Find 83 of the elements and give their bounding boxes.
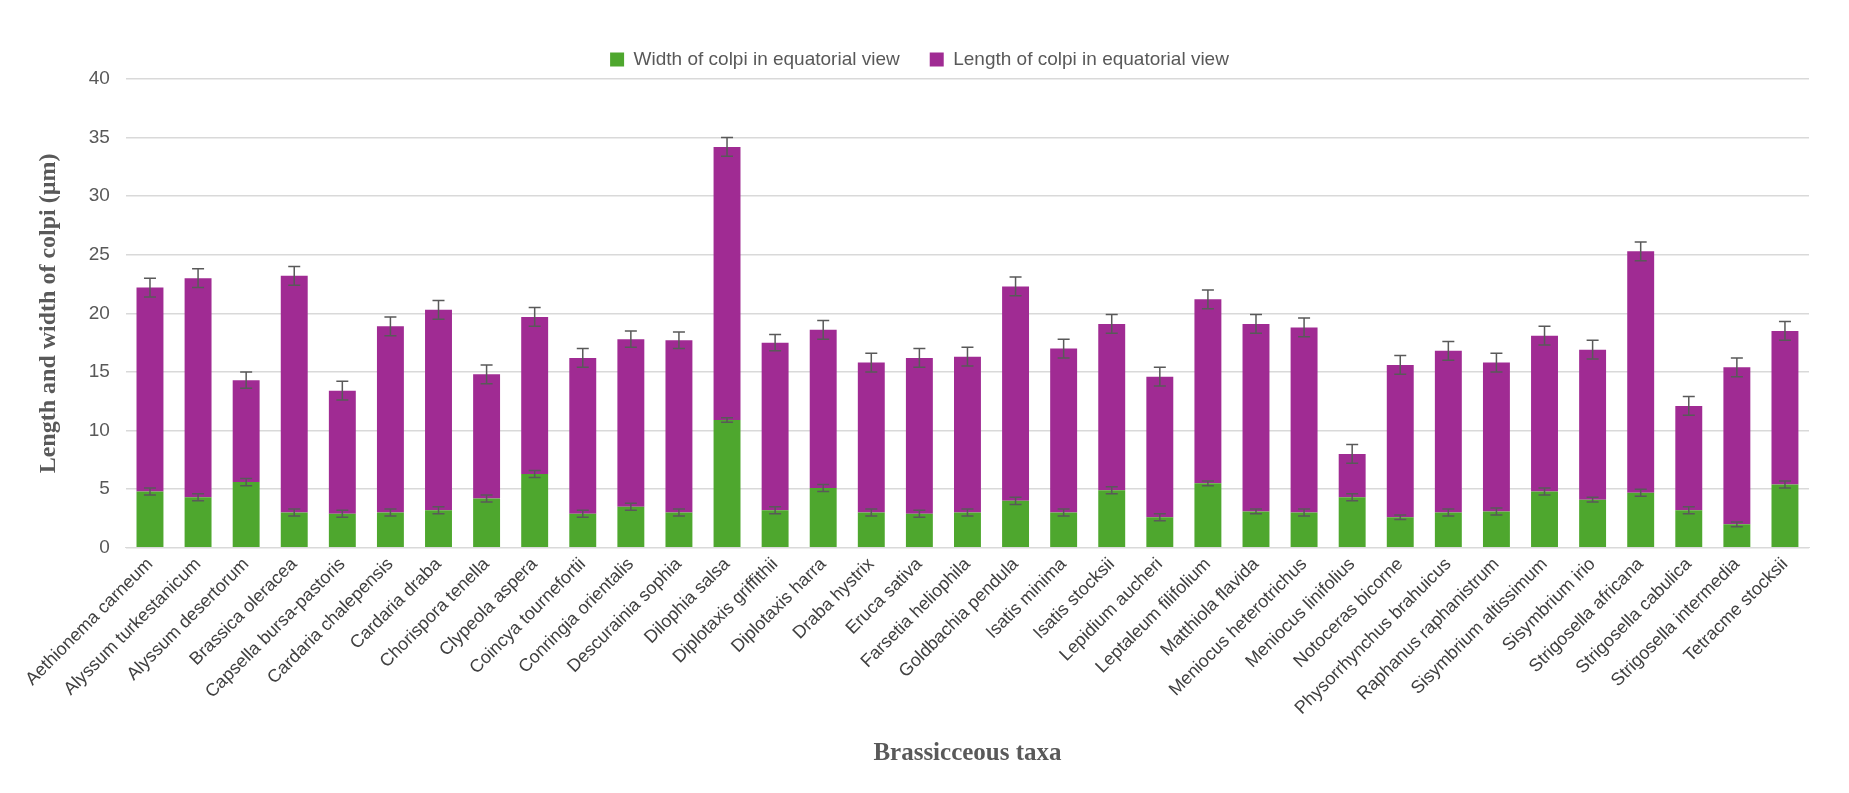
bar <box>1675 405 1703 511</box>
y-axis-title: Length and width of colpi (µm) <box>33 153 60 474</box>
bar <box>1290 327 1318 513</box>
bar <box>376 326 404 513</box>
y-tick-label: 10 <box>88 418 110 440</box>
bar <box>954 356 981 513</box>
bar <box>569 513 597 547</box>
bar <box>1627 251 1655 493</box>
bar <box>1579 349 1607 500</box>
bar <box>1146 376 1174 518</box>
bar <box>761 510 789 547</box>
bar <box>376 512 404 547</box>
y-tick-label: 40 <box>88 67 110 89</box>
bar <box>328 390 356 514</box>
bar <box>1194 483 1222 547</box>
bar <box>232 380 260 483</box>
bar <box>761 342 789 511</box>
y-tick-label: 35 <box>88 125 110 147</box>
legend-label: Width of colpi in equatorial view <box>633 47 901 69</box>
bar <box>713 420 741 547</box>
bar <box>809 329 837 488</box>
bar <box>1482 511 1510 547</box>
bar <box>617 339 645 507</box>
bar <box>1386 517 1414 547</box>
bar <box>1002 500 1030 547</box>
bar <box>1723 524 1751 547</box>
bar <box>1771 484 1799 547</box>
bar <box>857 512 885 547</box>
bar <box>713 146 741 421</box>
bar <box>1338 497 1366 547</box>
bar <box>521 473 549 547</box>
bar <box>1771 330 1799 485</box>
bar <box>1531 335 1558 492</box>
bar <box>1242 511 1270 547</box>
bar <box>569 357 597 514</box>
bar <box>1194 299 1222 484</box>
bar <box>1723 367 1751 525</box>
bar <box>905 513 933 547</box>
bar <box>1242 323 1270 512</box>
bar <box>1050 512 1078 547</box>
bar <box>1434 512 1462 547</box>
y-tick-label: 25 <box>88 243 110 265</box>
bar <box>425 309 452 511</box>
bar <box>954 512 981 547</box>
bar <box>1098 323 1126 491</box>
bar <box>1675 510 1703 547</box>
bar <box>1386 364 1414 518</box>
bar <box>1531 491 1558 547</box>
bar <box>1579 499 1607 547</box>
y-tick-label: 0 <box>99 535 110 557</box>
bar <box>184 278 212 498</box>
bar <box>809 487 837 547</box>
bar <box>1290 512 1318 547</box>
bar <box>665 512 693 547</box>
bar <box>521 316 549 474</box>
y-tick-label: 20 <box>88 301 110 323</box>
bar <box>136 287 164 492</box>
y-tick-label: 30 <box>88 184 110 206</box>
bar <box>136 491 164 547</box>
bar <box>1002 286 1030 501</box>
bar <box>857 362 885 513</box>
x-axis-title: Brassicceous taxa <box>873 738 1063 766</box>
bar <box>1482 362 1510 512</box>
bar <box>184 497 212 547</box>
bar <box>1098 490 1126 547</box>
bar <box>473 374 501 499</box>
bar <box>473 498 501 547</box>
bar <box>232 482 260 547</box>
legend-label: Length of colpi in equatorial view <box>953 47 1230 69</box>
bar <box>665 340 693 513</box>
bar <box>905 357 933 514</box>
bar <box>1434 350 1462 513</box>
bar <box>280 275 308 513</box>
bar <box>1050 348 1078 513</box>
bar <box>328 513 356 547</box>
bar <box>1146 517 1174 547</box>
y-tick-label: 15 <box>88 360 110 382</box>
bar <box>1338 454 1366 498</box>
bar <box>1627 492 1655 547</box>
y-tick-label: 5 <box>99 477 110 499</box>
bar <box>617 506 645 547</box>
bar <box>425 510 452 547</box>
bar <box>280 512 308 547</box>
